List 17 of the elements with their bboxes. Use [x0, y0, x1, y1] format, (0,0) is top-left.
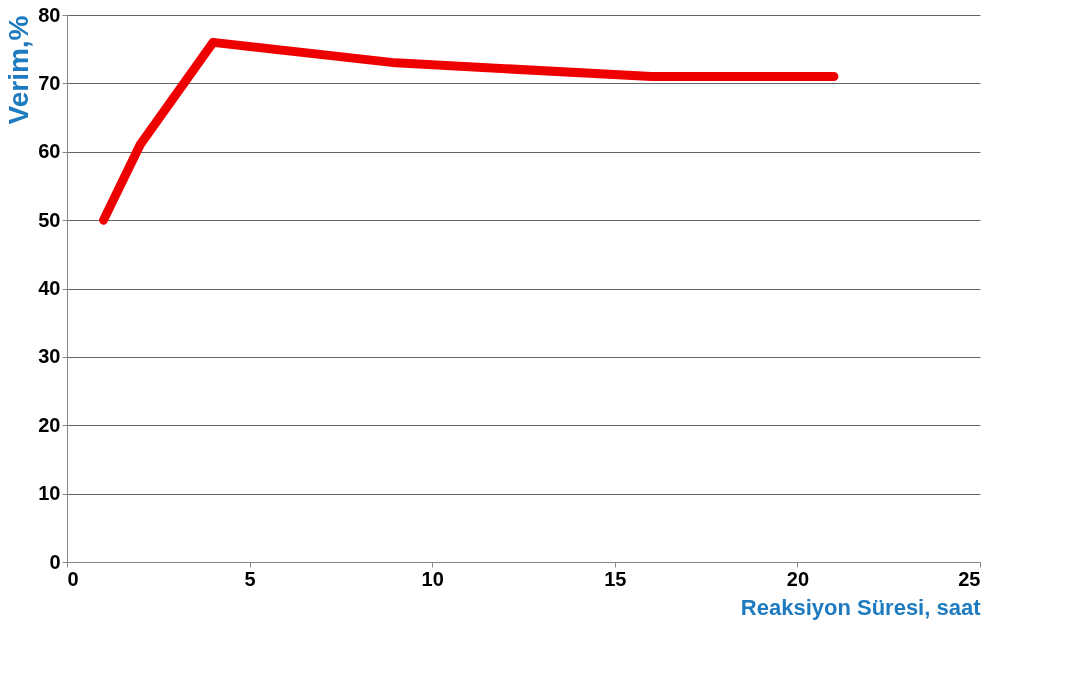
- y-tick-label: 10: [38, 482, 61, 505]
- x-tick-label: 20: [786, 567, 810, 590]
- x-tick-label: 5: [244, 567, 256, 590]
- y-axis-title: Verim,%: [3, 15, 35, 125]
- y-tick-label: 40: [38, 277, 61, 299]
- y-tick-label: 0: [49, 550, 61, 573]
- x-axis-title: Reaksiyon Süresi, saat: [740, 594, 982, 620]
- x-tick-label: 25: [958, 567, 981, 590]
- x-tick-label: 15: [604, 567, 627, 590]
- y-tick-label: 30: [38, 345, 61, 368]
- y-tick-label: 20: [38, 413, 61, 436]
- x-tick-label: 0: [67, 567, 79, 590]
- y-tick-label: 50: [38, 208, 61, 231]
- x-tick-label: 10: [421, 567, 444, 590]
- y-tick-label: 80: [38, 3, 61, 26]
- y-tick-label: 70: [38, 71, 61, 94]
- y-tick-label: 60: [38, 140, 61, 163]
